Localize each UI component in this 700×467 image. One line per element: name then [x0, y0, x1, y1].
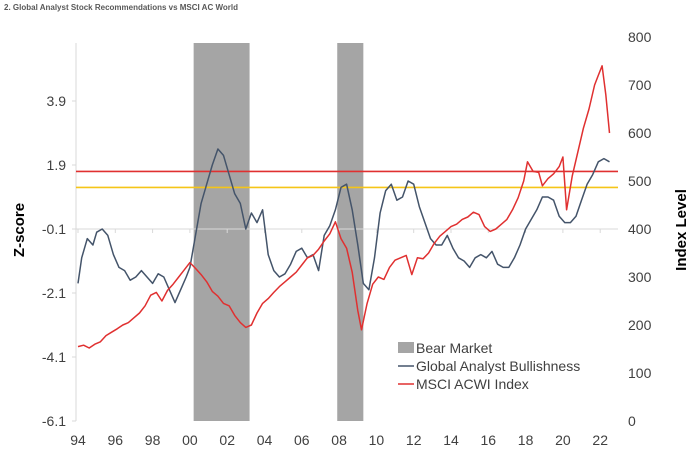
- left-axis-title: Z-score: [11, 203, 28, 257]
- left-tick-label: 3.9: [47, 93, 67, 109]
- x-tick-label: 22: [592, 432, 608, 448]
- right-tick-label: 0: [628, 413, 636, 429]
- left-tick-label: 1.9: [47, 157, 67, 173]
- bear-market-band: [193, 43, 250, 421]
- x-tick-label: 94: [70, 432, 86, 448]
- legend-label: Bear Market: [416, 340, 492, 356]
- x-tick-label: 18: [518, 432, 534, 448]
- tick-labels: -6.1-4.1-2.1-0.11.93.9010020030040050060…: [42, 29, 652, 448]
- right-tick-label: 700: [628, 77, 652, 93]
- x-tick-label: 10: [369, 432, 385, 448]
- series-lines: [77, 65, 611, 349]
- x-tick-label: 00: [182, 432, 198, 448]
- x-tick-label: 14: [443, 432, 459, 448]
- x-tick-label: 16: [481, 432, 497, 448]
- right-tick-label: 400: [628, 221, 652, 237]
- left-tick-label: -4.1: [42, 349, 66, 365]
- chart-title: 2. Global Analyst Stock Recommendations …: [4, 3, 238, 12]
- right-tick-label: 800: [628, 29, 652, 45]
- x-tick-label: 06: [294, 432, 310, 448]
- x-tick-label: 98: [145, 432, 161, 448]
- x-tick-label: 04: [257, 432, 273, 448]
- axes: [72, 43, 618, 422]
- x-tick-label: 02: [219, 432, 235, 448]
- right-tick-label: 500: [628, 173, 652, 189]
- bear-market-bands: [193, 43, 364, 421]
- legend: Bear Market Global Analyst Bullishness MSC…: [398, 340, 580, 392]
- left-tick-label: -2.1: [42, 285, 66, 301]
- msci-acwi-line: [77, 65, 611, 349]
- right-tick-label: 100: [628, 365, 652, 381]
- legend-label: Global Analyst Bullishness: [416, 358, 580, 374]
- x-tick-label: 12: [406, 432, 422, 448]
- x-tick-label: 08: [331, 432, 347, 448]
- x-tick-label: 96: [108, 432, 124, 448]
- bullishness-line: [77, 148, 610, 304]
- right-axis-title: Index Level: [673, 189, 690, 271]
- legend-label: MSCI ACWI Index: [416, 376, 529, 392]
- right-tick-label: 200: [628, 317, 652, 333]
- left-tick-label: -0.1: [42, 221, 66, 237]
- right-tick-label: 600: [628, 125, 652, 141]
- bear-market-band: [337, 43, 364, 421]
- left-tick-label: -6.1: [42, 413, 66, 429]
- x-tick-label: 20: [555, 432, 571, 448]
- right-tick-label: 300: [628, 269, 652, 285]
- legend-swatch-bear-market: [398, 342, 414, 353]
